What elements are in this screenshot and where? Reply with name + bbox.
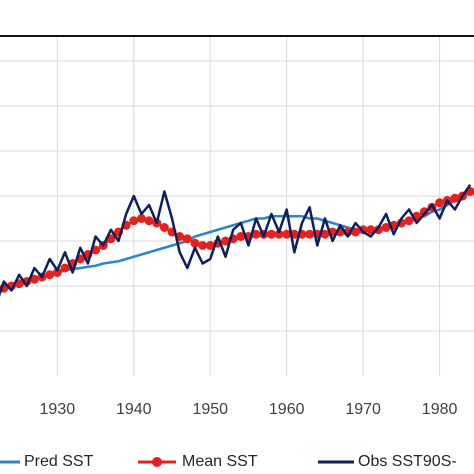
series-marker [159, 223, 169, 232]
series-marker [381, 223, 391, 232]
legend-label: Pred SST [24, 453, 94, 470]
legend-marker [152, 457, 162, 467]
x-tick-label: 1960 [269, 401, 305, 418]
series-marker [221, 236, 231, 246]
legend-label: Obs SST90S- [358, 453, 457, 470]
series-marker [351, 227, 360, 237]
series-marker [282, 229, 292, 239]
series-marker [435, 198, 445, 208]
series-marker [129, 216, 139, 226]
legend-label: Mean SST [182, 453, 258, 470]
series-marker [144, 216, 154, 226]
grid [0, 36, 474, 376]
series-marker [182, 234, 192, 244]
series-marker [274, 229, 284, 239]
series-marker [198, 241, 208, 250]
x-tick-label: 1930 [40, 401, 76, 418]
series-marker [60, 263, 70, 273]
series-marker [136, 214, 146, 223]
series-marker [450, 193, 460, 203]
legend: Pred SST Mean SST Obs SST90S- [0, 453, 457, 470]
x-tick-label: 1950 [192, 401, 228, 418]
series-marker [236, 232, 246, 241]
series-marker [320, 229, 330, 239]
x-tick-label: 1940 [116, 401, 152, 418]
series-marker [266, 229, 276, 239]
series-marker [29, 274, 39, 284]
series-marker [251, 229, 261, 239]
series-marker [205, 241, 215, 250]
x-axis: 1920193019401950196019701980 [40, 401, 458, 418]
series-marker [305, 229, 315, 239]
series-marker [190, 238, 200, 248]
series-marker [52, 268, 62, 277]
plot-area [0, 184, 474, 297]
x-tick-label: 1980 [422, 401, 458, 418]
series-marker [45, 270, 55, 280]
series-line [0, 184, 472, 297]
series-marker [404, 216, 414, 226]
x-tick-label: 1970 [345, 401, 381, 418]
